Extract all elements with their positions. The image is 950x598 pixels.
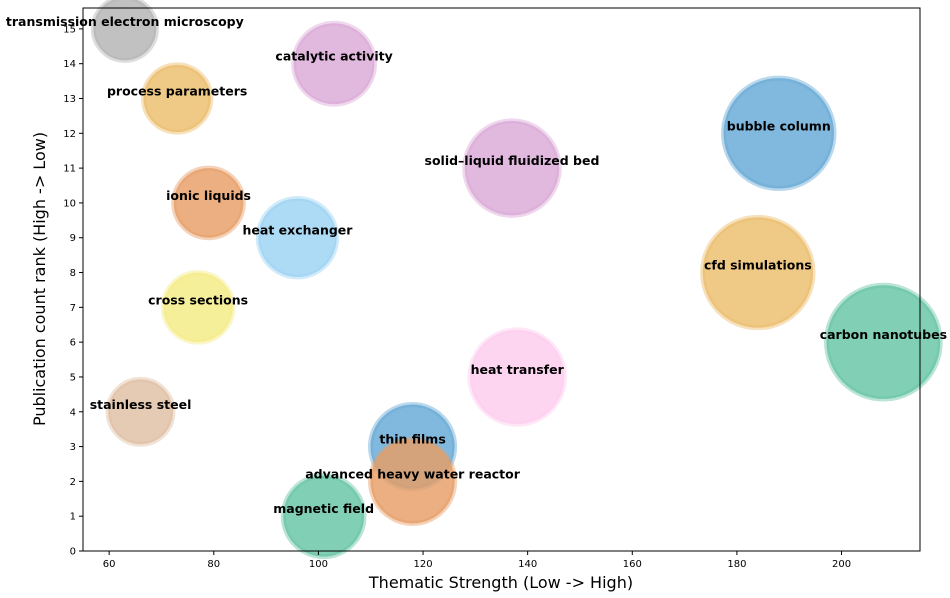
bubble-label: stainless steel [90, 397, 192, 412]
x-tick-label: 60 [103, 559, 116, 570]
bubble-label: bubble column [727, 118, 831, 133]
bubble [368, 436, 458, 526]
x-tick-label: 160 [623, 559, 642, 570]
y-tick-label: 9 [70, 233, 76, 244]
bubble-label-layer: transmission electron microscopy catalyti… [6, 14, 947, 516]
axes-layer [82, 7, 921, 552]
bubble-label: cross sections [148, 292, 248, 307]
bubble [721, 75, 837, 192]
bubble [291, 20, 378, 107]
x-tick-label: 100 [309, 559, 328, 570]
bubble [141, 62, 214, 135]
plot-frame [82, 7, 921, 552]
bubble [171, 165, 246, 241]
bubble [824, 282, 943, 402]
y-tick-label: 1 [70, 512, 76, 523]
bubble-label: solid–liquid fluidized bed [425, 153, 600, 168]
x-tick-label: 180 [727, 559, 746, 570]
bubble-label: magnetic field [273, 501, 374, 516]
bubble-label: heat exchanger [243, 223, 354, 238]
bubble-label: process parameters [107, 84, 247, 99]
y-tick-label: 7 [70, 303, 76, 314]
y-tick-label: 5 [70, 372, 76, 383]
bubble-label: heat transfer [471, 362, 565, 377]
y-tick-label: 12 [63, 129, 76, 140]
y-tick-label: 3 [70, 442, 76, 453]
bubble [160, 270, 236, 345]
x-tick-label: 200 [832, 559, 851, 570]
bubble [280, 473, 367, 560]
y-tick-label: 13 [63, 94, 76, 105]
y-tick-label: 10 [63, 198, 76, 209]
bubble-label: transmission electron microscopy [6, 14, 244, 29]
bubble [90, 0, 159, 63]
bubble [700, 214, 816, 331]
x-axis-title: Thematic Strength (Low -> High) [368, 573, 633, 592]
x-tick-label: 80 [207, 559, 220, 570]
x-tick-label: 120 [413, 559, 432, 570]
y-tick-label: 0 [70, 547, 76, 558]
bubble-label: catalytic activity [275, 49, 392, 64]
bubble-label: carbon nanotubes [820, 327, 947, 342]
bubble [462, 118, 562, 218]
y-axis-title: Publication count rank (High -> Low) [30, 132, 49, 426]
y-tick-label: 6 [70, 338, 76, 349]
x-axis-ticks: 60 80 100 120 140 160 180 200 [103, 551, 851, 570]
bubble-label: cfd simulations [704, 258, 812, 273]
bubble [467, 327, 567, 427]
bubble [105, 376, 176, 447]
y-tick-label: 15 [63, 24, 76, 35]
bubble-layer [90, 0, 943, 560]
bubble-label: ionic liquids [166, 188, 251, 203]
y-tick-label: 4 [70, 407, 76, 418]
y-tick-label: 8 [70, 268, 76, 279]
bubble-label: thin films [379, 432, 445, 447]
bubble-label: advanced heavy water reactor [305, 466, 521, 481]
y-tick-label: 14 [63, 59, 76, 70]
y-tick-label: 2 [70, 477, 76, 488]
y-tick-label: 11 [63, 164, 76, 175]
x-tick-label: 140 [518, 559, 537, 570]
bubble [255, 195, 340, 280]
